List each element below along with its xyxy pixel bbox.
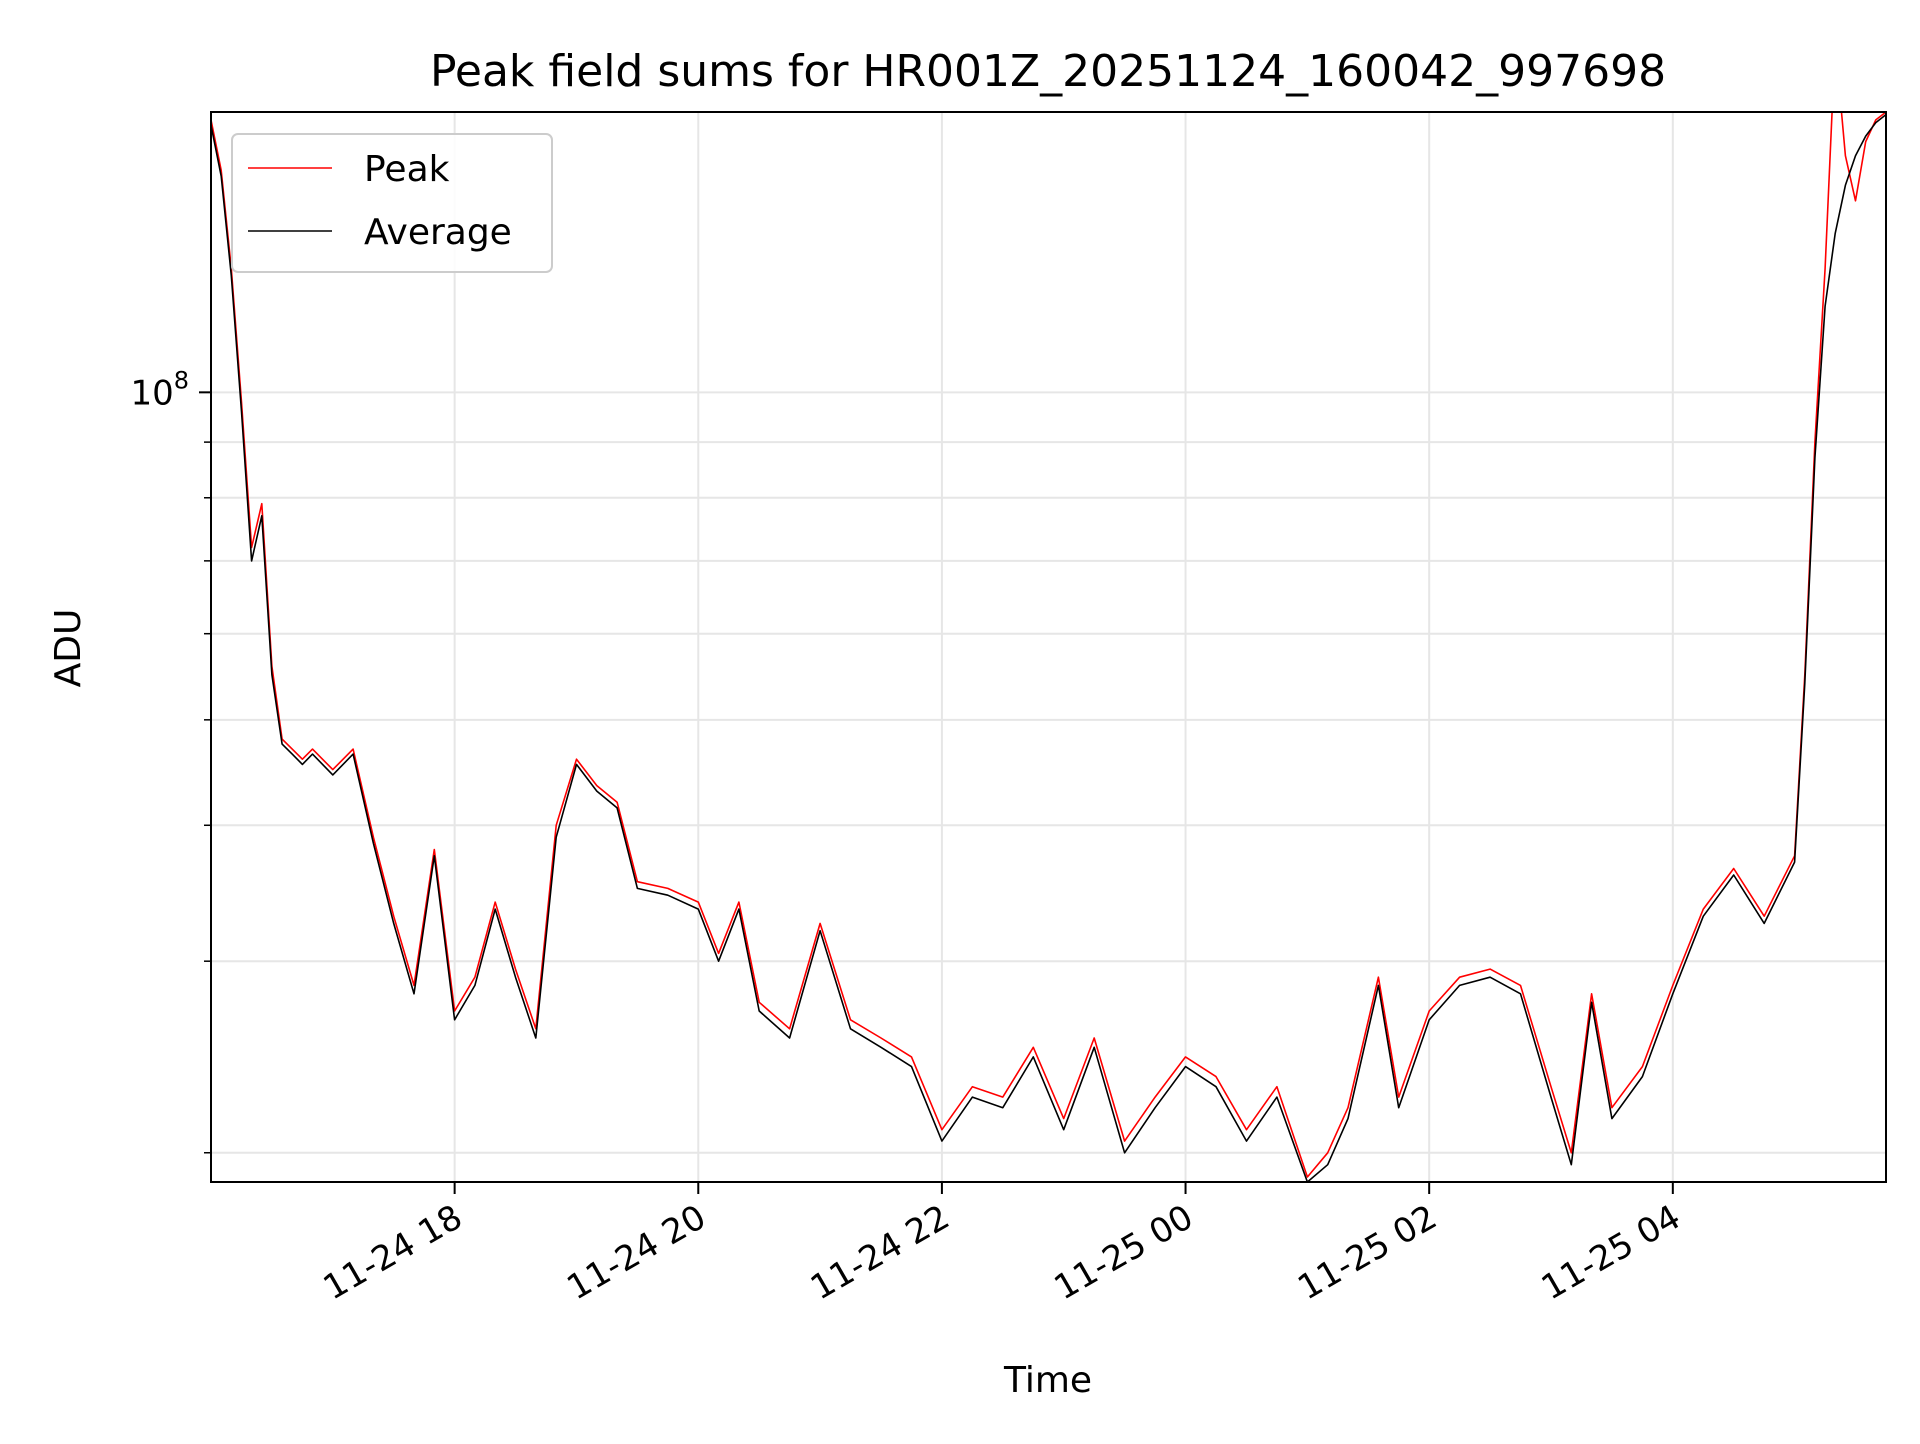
legend: Peak Average (231, 133, 553, 273)
y-tick-label-exponent: 8 (174, 366, 189, 394)
series-line-peak (211, 112, 1886, 1178)
y-tick-label: 108 (130, 366, 189, 413)
series-layer (211, 112, 1886, 1182)
chart-title: Peak field sums for HR001Z_20251124_1600… (430, 46, 1666, 97)
legend-label-peak: Peak (364, 149, 450, 190)
y-axis-label: ADU (48, 609, 89, 688)
grid (211, 112, 1886, 1182)
y-tick-label-base: 10 (130, 373, 173, 413)
legend-label-average: Average (364, 212, 512, 253)
x-axis-label: Time (1003, 1360, 1092, 1401)
plot-frame (210, 111, 1887, 1183)
series-line-average (211, 113, 1886, 1182)
